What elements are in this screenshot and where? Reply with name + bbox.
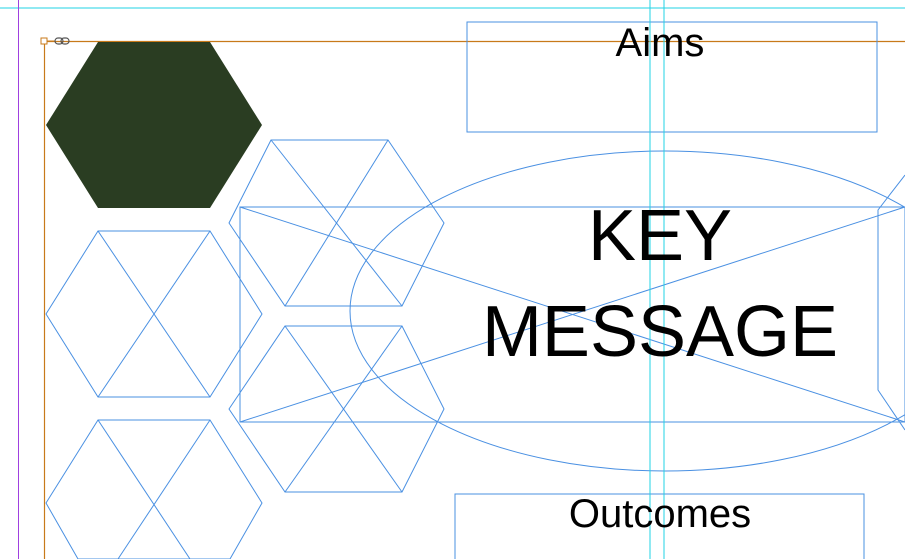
- hexagon-frame[interactable]: [228, 325, 445, 493]
- hexagon-frame[interactable]: [45, 419, 263, 559]
- chain-link-icon[interactable]: [54, 37, 70, 45]
- hexagon-frame-partial[interactable]: [877, 174, 905, 431]
- aims-text-frame[interactable]: [466, 21, 878, 133]
- aims-heading: Aims: [615, 21, 705, 65]
- key-message-frame[interactable]: [239, 206, 905, 423]
- outcomes-text-frame[interactable]: [454, 493, 865, 559]
- filled-hexagon[interactable]: [46, 42, 262, 208]
- outcomes-heading: Outcomes: [568, 492, 752, 536]
- key-message-line1: KEY: [587, 196, 733, 276]
- ellipse-frame[interactable]: [349, 150, 905, 472]
- frame-anchor-icon[interactable]: [40, 37, 48, 45]
- hexagon-frame[interactable]: [228, 139, 445, 307]
- key-message-line2: MESSAGE: [481, 292, 839, 372]
- hexagon-frame[interactable]: [45, 230, 263, 398]
